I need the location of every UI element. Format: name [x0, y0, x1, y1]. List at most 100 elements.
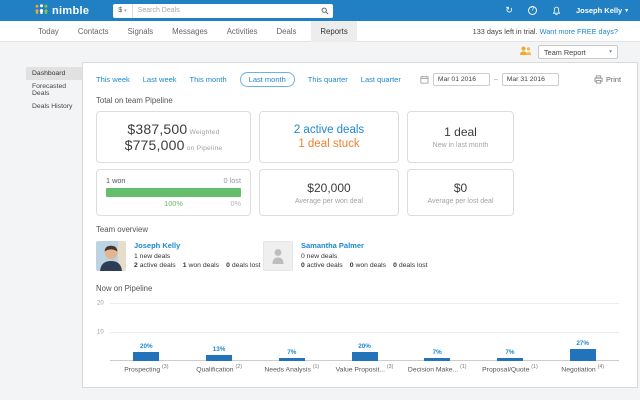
on-pipeline-label: on Pipeline: [186, 145, 223, 152]
chart-bars: 20% 13% 7% 20% 7% 7% 27%: [110, 303, 619, 361]
avg-lost-label: Average per lost deal: [427, 197, 494, 205]
won-lost-card: 1 won 0 lost 100% 0%: [96, 169, 251, 216]
pipeline-section-title: Total on team Pipeline: [96, 96, 173, 105]
won-percent: 100%: [164, 199, 183, 208]
avg-won-card: $20,000 Average per won deal: [259, 169, 399, 216]
print-button[interactable]: Print: [594, 75, 621, 84]
member-deal-stats: 0 active deals 0 won deals 0 deals lost: [301, 262, 428, 269]
bell-icon[interactable]: [552, 6, 561, 16]
tab-activities[interactable]: Activities: [226, 26, 258, 36]
bar-column: 27%: [546, 303, 619, 361]
date-to-input[interactable]: Mar 31 2016: [501, 73, 559, 86]
tab-deals[interactable]: Deals: [276, 26, 297, 36]
category-label: Negotiation (4): [561, 364, 605, 374]
bar[interactable]: [351, 352, 378, 361]
bar[interactable]: [424, 358, 451, 361]
won-count: 1 won: [106, 176, 126, 185]
filter-this-month[interactable]: This month: [189, 75, 227, 84]
sidebar-item-forecasted-deals[interactable]: Forecasted Deals: [32, 83, 67, 97]
weighted-label: Weighted: [189, 129, 220, 136]
sidebar: Dashboard Forecasted Deals Deals History: [0, 62, 82, 113]
sidebar-item-dashboard[interactable]: Dashboard: [26, 67, 82, 80]
chevron-down-icon: ▾: [609, 49, 612, 55]
summary-cards-row-1: $387,500 Weighted $775,000 on Pipeline 2 a…: [96, 111, 621, 163]
trial-banner: 133 days left in trial. Want more FREE d…: [473, 27, 618, 36]
trial-text: 133 days left in trial.: [472, 26, 538, 36]
avg-won-label: Average per won deal: [295, 197, 363, 205]
main-nav: Today Contacts Signals Messages Activiti…: [0, 20, 640, 42]
bar[interactable]: [496, 358, 523, 361]
bar[interactable]: [206, 355, 233, 361]
tab-signals[interactable]: Signals: [127, 26, 154, 36]
user-menu[interactable]: Joseph Kelly ▾: [576, 6, 628, 15]
lost-percent: 0%: [230, 199, 241, 208]
filter-last-quarter[interactable]: Last quarter: [360, 75, 401, 84]
bar-column: 13%: [183, 303, 256, 361]
gridline-20: [110, 303, 619, 304]
avg-lost-value: $0: [453, 180, 468, 195]
search-input[interactable]: Search Deals: [137, 7, 180, 14]
filter-last-month[interactable]: Last month: [239, 72, 295, 87]
bar[interactable]: [133, 352, 160, 361]
category-label: Proposal/Quote (1): [482, 364, 538, 374]
chart-xlabels: Prospecting (3) Qualification (2) Needs An…: [110, 364, 619, 373]
member-name-link[interactable]: Joseph Kelly: [134, 241, 181, 250]
trial-upgrade-link[interactable]: Want more FREE days?: [539, 26, 618, 36]
report-type-value: Team Report: [544, 47, 586, 57]
report-type-select[interactable]: Team Report ▾: [538, 45, 618, 59]
sync-icon[interactable]: ↻: [505, 5, 513, 15]
currency-symbol: $: [118, 7, 123, 14]
chevron-down-icon: ▾: [124, 7, 127, 14]
date-separator: –: [493, 76, 498, 83]
avatar-placeholder[interactable]: [263, 241, 293, 271]
category-label: Value Proposit... (3): [335, 364, 394, 374]
bar-percent-label: 13%: [212, 346, 226, 354]
new-deals-label: New in last month: [432, 142, 489, 149]
chart-title: Now on Pipeline: [96, 284, 153, 293]
team-member: Samantha Palmer 0 new deals 0 active deal…: [263, 241, 430, 271]
won-lost-progress-bar: [106, 188, 241, 197]
category-label: Prospecting (3): [124, 364, 169, 374]
team-icon: [519, 43, 532, 61]
filter-this-week[interactable]: This week: [96, 75, 130, 84]
search-icon[interactable]: [321, 7, 333, 15]
tab-messages[interactable]: Messages: [172, 26, 208, 36]
chart-plot-area: 20 10 20% 13% 7% 20% 7% 7% 27%: [97, 300, 619, 361]
nimble-logo-icon: [34, 3, 49, 18]
chevron-down-icon: ▾: [625, 7, 628, 14]
help-icon[interactable]: ?: [527, 6, 537, 15]
tab-reports[interactable]: Reports: [311, 20, 357, 42]
header-actions: ↻ ? Joseph Kelly ▾: [505, 6, 628, 16]
filter-this-quarter[interactable]: This quarter: [307, 75, 348, 84]
category-label: Qualification (2): [196, 364, 242, 374]
tab-contacts[interactable]: Contacts: [77, 26, 109, 36]
brand-name: nimble: [52, 4, 90, 17]
member-new-deals: 1 new deals: [134, 252, 171, 260]
bar-percent-label: 27%: [576, 340, 589, 348]
y-tick-20: 20: [97, 300, 104, 307]
content-area: Dashboard Forecasted Deals Deals History…: [0, 62, 640, 388]
bar-column: 7%: [474, 303, 547, 361]
active-deals-card: 2 active deals 1 deal stuck: [259, 111, 399, 163]
summary-cards-row-2: 1 won 0 lost 100% 0% $20,000 Average per…: [96, 169, 621, 216]
member-name-link[interactable]: Samantha Palmer: [301, 241, 364, 250]
tab-today[interactable]: Today: [38, 26, 59, 36]
category-label: Needs Analysis (1): [264, 364, 320, 374]
nimble-logo[interactable]: nimble: [34, 3, 90, 18]
new-deals-value: 1 deal: [444, 125, 477, 139]
bar-column: 20%: [110, 303, 183, 361]
bar[interactable]: [569, 349, 596, 361]
bar-column: 7%: [255, 303, 328, 361]
print-label: Print: [605, 75, 621, 84]
currency-filter-dropdown[interactable]: $ ▾: [113, 3, 133, 18]
user-name: Joseph Kelly: [575, 6, 623, 15]
bar[interactable]: [278, 358, 305, 361]
avatar[interactable]: [96, 241, 126, 271]
member-deal-stats: 2 active deals 1 won deals 0 deals lost: [134, 262, 261, 269]
filter-last-week[interactable]: Last week: [142, 75, 177, 84]
new-deals-card: 1 deal New in last month: [407, 111, 514, 163]
date-from-input[interactable]: Mar 01 2016: [432, 73, 490, 86]
calendar-icon: [420, 75, 429, 84]
sidebar-item-deals-history[interactable]: Deals History: [32, 103, 73, 110]
search-bar[interactable]: $ ▾ Search Deals: [113, 3, 334, 18]
